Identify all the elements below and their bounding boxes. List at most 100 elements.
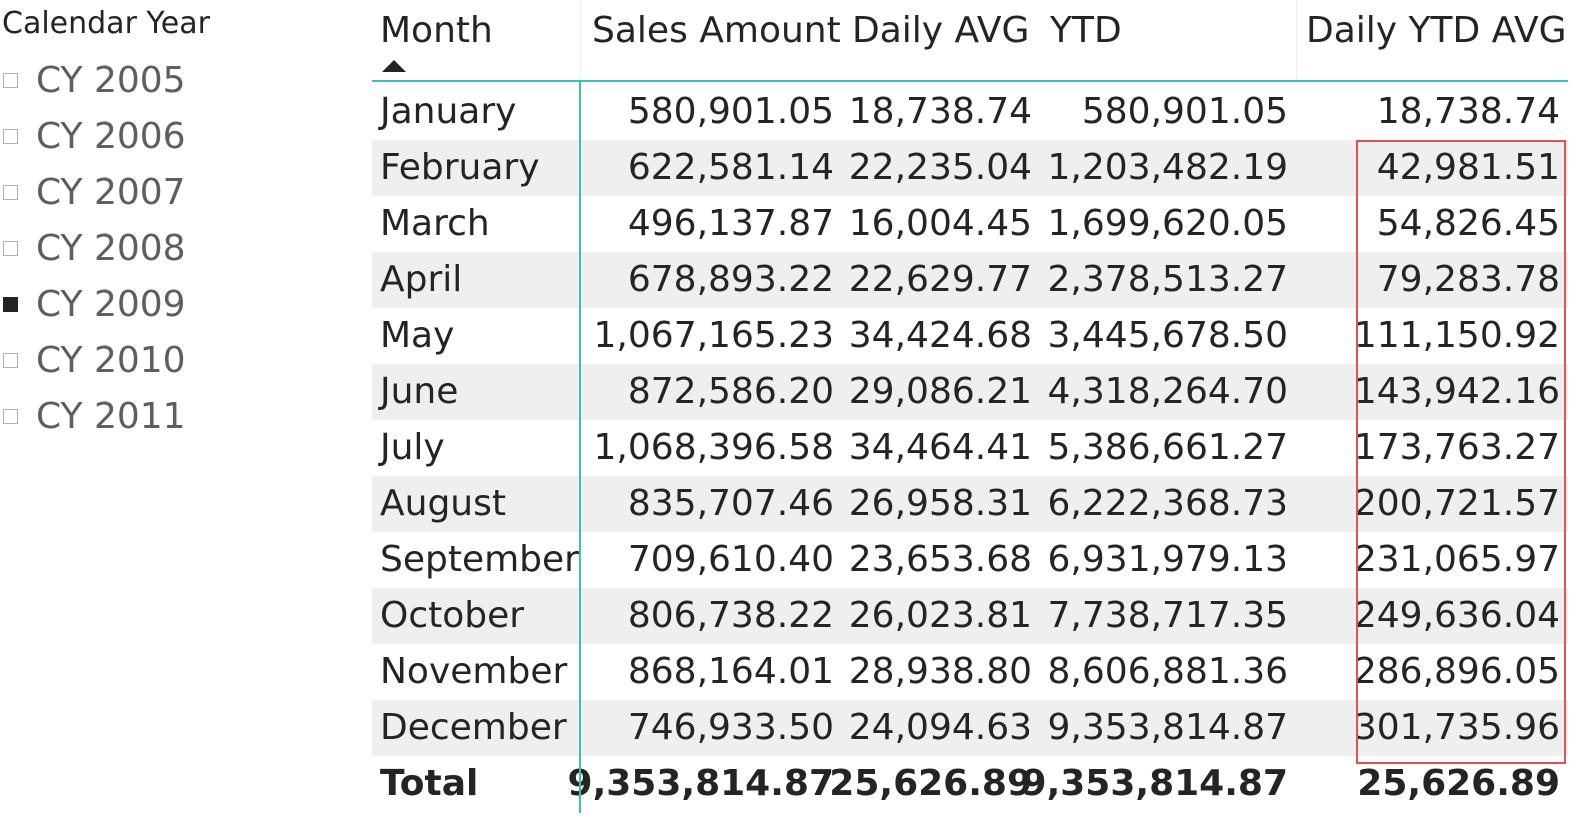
header-daily-avg[interactable]: Daily AVG bbox=[842, 0, 1042, 80]
daily-ytd-avg-cell: 111,150.92 bbox=[1353, 315, 1560, 356]
slicer-item[interactable]: CY 2011 bbox=[0, 388, 320, 444]
header-sales-amount-label: Sales Amount bbox=[592, 10, 841, 51]
ytd-cell: 9,353,814.87 bbox=[1021, 763, 1288, 804]
total-row: Total 9,353,814.87 25,626.89 9,353,814.87 25… bbox=[372, 756, 1568, 812]
month-cell: May bbox=[380, 315, 455, 356]
table-row: September 709,610.40 23,653.68 6,931,979.13… bbox=[372, 532, 1568, 588]
month-cell: March bbox=[380, 203, 490, 244]
checkbox-empty-icon[interactable] bbox=[3, 184, 18, 200]
slicer-title: Calendar Year bbox=[2, 6, 210, 41]
sales-amount-cell: 622,581.14 bbox=[627, 147, 834, 188]
sales-amount-cell: 746,933.50 bbox=[627, 707, 834, 748]
table-row: May 1,067,165.23 34,424.68 3,445,678.50 111,… bbox=[372, 308, 1568, 364]
sales-amount-cell: 1,068,396.58 bbox=[593, 427, 834, 468]
daily-avg-cell: 24,094.63 bbox=[848, 707, 1032, 748]
checkbox-empty-icon[interactable] bbox=[3, 352, 18, 368]
daily-avg-cell: 26,023.81 bbox=[848, 595, 1032, 636]
checkbox-checked-icon[interactable] bbox=[3, 296, 18, 312]
daily-avg-cell: 18,738.74 bbox=[848, 91, 1032, 132]
ytd-cell: 5,386,661.27 bbox=[1047, 427, 1288, 468]
daily-ytd-avg-cell: 42,981.51 bbox=[1376, 147, 1560, 188]
month-cell: July bbox=[380, 427, 445, 468]
slicer-item[interactable]: CY 2008 bbox=[0, 220, 320, 276]
daily-ytd-avg-cell: 301,735.96 bbox=[1353, 707, 1560, 748]
daily-avg-cell: 16,004.45 bbox=[848, 203, 1032, 244]
sales-amount-cell: 868,164.01 bbox=[627, 651, 834, 692]
ytd-cell: 9,353,814.87 bbox=[1047, 707, 1288, 748]
daily-avg-cell: 29,086.21 bbox=[848, 371, 1032, 412]
table-row: April 678,893.22 22,629.77 2,378,513.27 79,2… bbox=[372, 252, 1568, 308]
slicer-item-label: CY 2007 bbox=[36, 171, 186, 213]
slicer-item-label: CY 2010 bbox=[36, 339, 186, 381]
sales-amount-cell: 678,893.22 bbox=[627, 259, 834, 300]
daily-ytd-avg-cell: 18,738.74 bbox=[1376, 91, 1560, 132]
table-row: June 872,586.20 29,086.21 4,318,264.70 143,9… bbox=[372, 364, 1568, 420]
daily-avg-cell: 22,235.04 bbox=[848, 147, 1032, 188]
table-row: February 622,581.14 22,235.04 1,203,482.19 4… bbox=[372, 140, 1568, 196]
checkbox-empty-icon[interactable] bbox=[3, 408, 18, 424]
daily-ytd-avg-cell: 173,763.27 bbox=[1353, 427, 1560, 468]
ytd-cell: 2,378,513.27 bbox=[1047, 259, 1288, 300]
ytd-cell: 1,699,620.05 bbox=[1047, 203, 1288, 244]
table-row: December 746,933.50 24,094.63 9,353,814.87 3… bbox=[372, 700, 1568, 756]
month-cell: September bbox=[380, 539, 579, 580]
daily-ytd-avg-cell: 143,942.16 bbox=[1353, 371, 1560, 412]
header-daily-avg-label: Daily AVG bbox=[852, 10, 1030, 51]
sales-amount-cell: 872,586.20 bbox=[627, 371, 834, 412]
header-ytd-label: YTD bbox=[1050, 10, 1122, 51]
ytd-cell: 580,901.05 bbox=[1081, 91, 1288, 132]
header-daily-ytd-avg[interactable]: Daily YTD AVG bbox=[1298, 0, 1568, 80]
slicer-item[interactable]: CY 2007 bbox=[0, 164, 320, 220]
header-separator bbox=[580, 0, 581, 80]
sales-amount-cell: 806,738.22 bbox=[627, 595, 834, 636]
slicer-item[interactable]: CY 2009 bbox=[0, 276, 320, 332]
daily-avg-cell: 34,464.41 bbox=[848, 427, 1032, 468]
table-row: July 1,068,396.58 34,464.41 5,386,661.27 173… bbox=[372, 420, 1568, 476]
slicer-item-label: CY 2009 bbox=[36, 283, 186, 325]
header-month-label: Month bbox=[380, 10, 493, 51]
month-cell: August bbox=[380, 483, 506, 524]
checkbox-empty-icon[interactable] bbox=[3, 240, 18, 256]
daily-avg-cell: 22,629.77 bbox=[848, 259, 1032, 300]
slicer-item-label: CY 2008 bbox=[36, 227, 186, 269]
daily-ytd-avg-cell: 249,636.04 bbox=[1353, 595, 1560, 636]
month-cell: April bbox=[380, 259, 463, 300]
sales-amount-cell: 1,067,165.23 bbox=[593, 315, 834, 356]
slicer-item[interactable]: CY 2010 bbox=[0, 332, 320, 388]
daily-ytd-avg-cell: 286,896.05 bbox=[1353, 651, 1560, 692]
checkbox-empty-icon[interactable] bbox=[3, 128, 18, 144]
sales-amount-cell: 835,707.46 bbox=[627, 483, 834, 524]
daily-avg-cell: 34,424.68 bbox=[848, 315, 1032, 356]
month-cell: October bbox=[380, 595, 525, 636]
ytd-cell: 4,318,264.70 bbox=[1047, 371, 1288, 412]
daily-avg-cell: 25,626.89 bbox=[829, 763, 1032, 804]
slicer-item[interactable]: CY 2005 bbox=[0, 52, 320, 108]
sort-ascending-icon[interactable] bbox=[382, 60, 406, 72]
month-cell: June bbox=[380, 371, 459, 412]
sales-amount-cell: 496,137.87 bbox=[627, 203, 834, 244]
table-row: March 496,137.87 16,004.45 1,699,620.05 54,8… bbox=[372, 196, 1568, 252]
header-month[interactable]: Month bbox=[370, 0, 580, 80]
header-sales-amount[interactable]: Sales Amount bbox=[582, 0, 842, 80]
ytd-cell: 6,222,368.73 bbox=[1047, 483, 1288, 524]
table-row: November 868,164.01 28,938.80 8,606,881.36 2… bbox=[372, 644, 1568, 700]
slicer-item[interactable]: CY 2006 bbox=[0, 108, 320, 164]
ytd-cell: 6,931,979.13 bbox=[1047, 539, 1288, 580]
sales-amount-cell: 709,610.40 bbox=[627, 539, 834, 580]
ytd-cell: 3,445,678.50 bbox=[1047, 315, 1288, 356]
table-row: January 580,901.05 18,738.74 580,901.05 18,7… bbox=[372, 84, 1568, 140]
daily-avg-cell: 28,938.80 bbox=[848, 651, 1032, 692]
month-cell: January bbox=[380, 91, 517, 132]
header-ytd[interactable]: YTD bbox=[1042, 0, 1298, 80]
daily-ytd-avg-cell: 200,721.57 bbox=[1353, 483, 1560, 524]
slicer-item-label: CY 2006 bbox=[36, 115, 186, 157]
daily-avg-cell: 26,958.31 bbox=[848, 483, 1032, 524]
month-cell: November bbox=[380, 651, 568, 692]
slicer-item-label: CY 2005 bbox=[36, 59, 186, 101]
checkbox-empty-icon[interactable] bbox=[3, 72, 18, 88]
sales-amount-cell: 9,353,814.87 bbox=[567, 763, 834, 804]
ytd-cell: 7,738,717.35 bbox=[1047, 595, 1288, 636]
header-daily-ytd-avg-label: Daily YTD AVG bbox=[1306, 10, 1567, 51]
daily-ytd-avg-cell: 231,065.97 bbox=[1353, 539, 1560, 580]
